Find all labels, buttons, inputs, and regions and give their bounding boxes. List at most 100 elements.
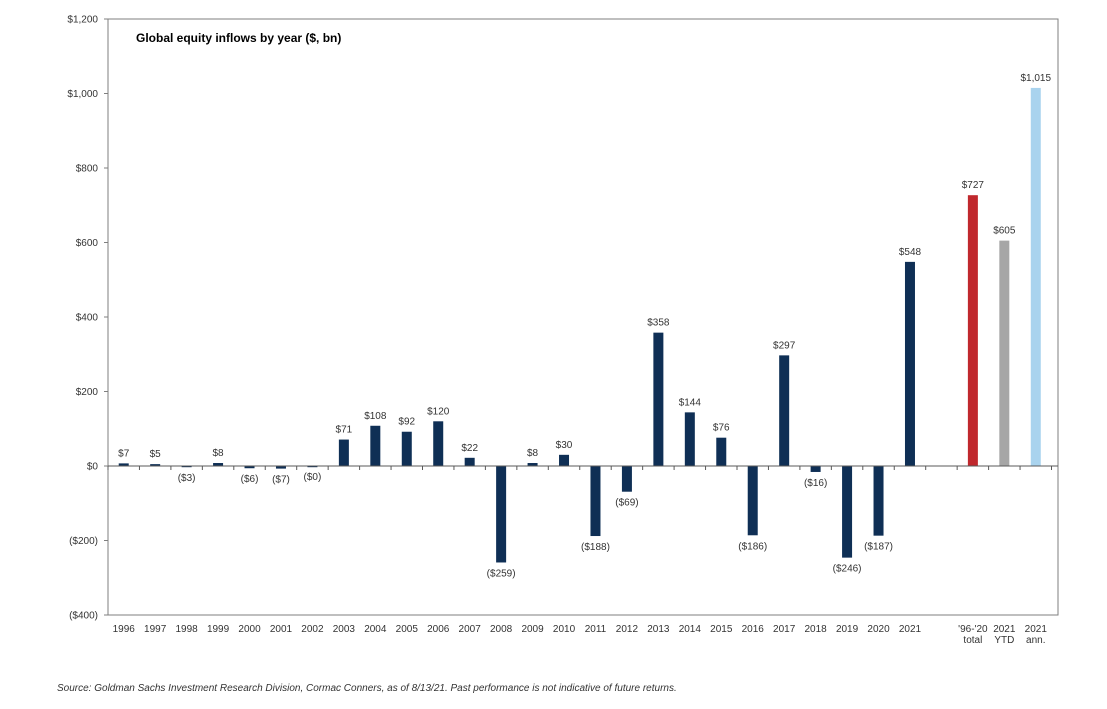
bar [842,466,853,558]
data-label: $297 [773,340,796,351]
bar [779,355,790,466]
x-tick-label: 2011 [585,624,607,635]
data-label: ($246) [833,564,862,575]
x-axis [107,465,1058,470]
data-label: $605 [993,226,1016,237]
bar [244,466,255,469]
x-tick-label: 2002 [301,624,324,635]
y-tick-label: $1,200 [67,15,98,26]
x-tick-label: 2014 [679,624,702,635]
bar [401,431,412,466]
x-tick-label: 2003 [333,624,356,635]
bar [716,437,727,466]
data-label: ($188) [581,542,610,553]
bar [496,466,507,563]
x-tick-label: total [963,635,982,646]
data-label: ($3) [178,473,196,484]
data-label: $76 [713,423,730,434]
y-tick-label: $200 [76,387,99,398]
bar [747,466,758,536]
data-label: ($0) [304,472,322,483]
bar [999,240,1010,466]
data-label: $8 [527,448,539,459]
x-tick-label: YTD [994,635,1014,646]
chart-title: Global equity inflows by year ($, bn) [136,31,341,45]
data-label: $1,015 [1020,73,1051,84]
bar [810,466,821,472]
x-tick-label: 2009 [521,624,544,635]
data-label: ($259) [487,568,516,579]
data-label: $727 [962,180,985,191]
data-label: ($187) [864,542,893,553]
data-label: ($6) [241,474,259,485]
data-label: $358 [647,318,670,329]
y-tick-label: $600 [76,238,99,249]
x-tick-label: 2019 [836,624,859,635]
x-tick-label: 1999 [207,624,230,635]
x-tick-label: 2005 [396,624,419,635]
y-tick-label: $800 [76,164,99,175]
y-tick-label: ($400) [69,611,98,622]
bar [684,412,695,466]
y-tick-label: $1,000 [67,89,98,100]
x-tick-label: 2006 [427,624,450,635]
bar-series [118,87,1041,563]
data-label: $22 [461,443,478,454]
x-tick-label: 2020 [867,624,890,635]
x-tick-label: 2008 [490,624,513,635]
bar [653,332,664,466]
data-label: $30 [556,440,573,451]
data-label: $7 [118,448,130,459]
data-label: $71 [336,425,353,436]
data-label: ($69) [615,498,638,509]
y-tick-label: ($200) [69,536,98,547]
bar [590,466,601,537]
data-label: ($16) [804,478,827,489]
bar [275,466,286,469]
bar [150,464,161,466]
x-tick-label: 1998 [176,624,199,635]
data-label: $8 [213,448,225,459]
bar [904,261,915,466]
y-tick-label: $0 [87,462,99,473]
bar [873,466,884,536]
data-label: $144 [679,397,702,408]
data-label: ($186) [738,541,767,552]
bar [464,457,475,466]
data-label: $548 [899,247,922,258]
x-tick-label: 2021 [899,624,922,635]
bar [433,421,444,466]
x-tick-label: 2010 [553,624,576,635]
bar [118,463,129,466]
x-tick-label: 2021 [993,624,1016,635]
y-axis: ($400) ($200) $0 $200 $400 $600 $800 $1,000 $1,2… [67,15,108,622]
data-label: $5 [150,449,162,460]
x-tick-label: 1997 [144,624,167,635]
bar [621,466,632,492]
x-tick-label: 2017 [773,624,796,635]
bar [1030,87,1041,466]
x-tick-label: 2001 [270,624,293,635]
bar [181,466,192,468]
x-tick-label: 1996 [113,624,136,635]
x-tick-label: '96-'20 [958,624,988,635]
x-tick-label: ann. [1026,635,1045,646]
data-label: ($7) [272,475,290,486]
x-tick-label: 2015 [710,624,733,635]
x-tick-label: 2007 [459,624,482,635]
source-note: Source: Goldman Sachs Investment Researc… [57,683,677,694]
data-label: $120 [427,406,450,417]
x-tick-label: 2018 [805,624,828,635]
x-tick-label: 2013 [647,624,670,635]
bar [527,463,538,466]
bar [338,439,349,466]
x-tick-labels: 1996 1997 1998 1999 2000 2001 2002 2003 2004 2005… [113,624,1048,646]
x-tick-label: 2012 [616,624,639,635]
y-tick-label: $400 [76,313,99,324]
plot-area [107,18,1059,616]
bar [967,195,978,466]
bar [213,463,224,466]
data-label: $92 [398,417,415,428]
bar [307,466,318,468]
